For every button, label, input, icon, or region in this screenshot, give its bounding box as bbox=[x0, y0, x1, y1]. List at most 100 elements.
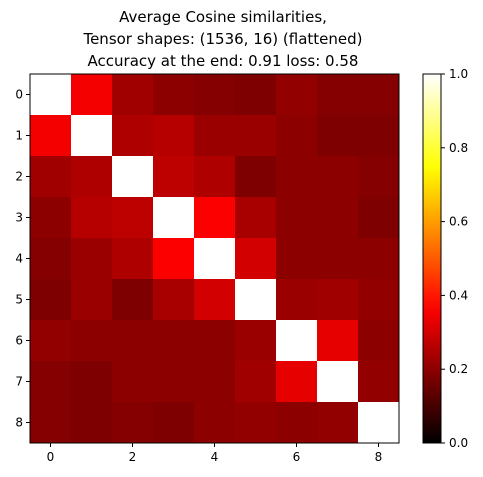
x-tick-label: 8 bbox=[375, 450, 383, 464]
heatmap-cell bbox=[194, 361, 236, 403]
y-tick-label: 7 bbox=[15, 375, 23, 389]
heatmap-cell bbox=[235, 279, 277, 321]
x-tick-label: 4 bbox=[211, 450, 219, 464]
heatmap-cell bbox=[358, 279, 400, 321]
heatmap-cell bbox=[30, 74, 72, 116]
heatmap-cell bbox=[194, 238, 236, 280]
heatmap-cell bbox=[317, 402, 359, 444]
heatmap-cell bbox=[317, 74, 359, 116]
y-tick-label: 3 bbox=[15, 211, 23, 225]
x-tick-label: 0 bbox=[47, 450, 55, 464]
x-tick-label: 2 bbox=[129, 450, 137, 464]
x-axis: 0 2 4 6 8 bbox=[47, 443, 383, 464]
heatmap-cell bbox=[276, 402, 318, 444]
heatmap-cell bbox=[317, 279, 359, 321]
heatmap-cell bbox=[112, 279, 154, 321]
heatmap-cell bbox=[153, 279, 195, 321]
heatmap-cell bbox=[71, 320, 113, 362]
y-axis: 0 1 2 3 4 5 6 7 8 bbox=[15, 88, 30, 430]
heatmap-cell bbox=[153, 361, 195, 403]
heatmap-cell bbox=[71, 74, 113, 116]
heatmap-cell bbox=[194, 320, 236, 362]
heatmap-cell bbox=[153, 238, 195, 280]
heatmap-cell bbox=[153, 320, 195, 362]
heatmap-cell bbox=[276, 197, 318, 239]
heatmap-cell bbox=[153, 156, 195, 198]
heatmap-cell bbox=[153, 197, 195, 239]
colorbar-tick-label: 1.0 bbox=[449, 67, 468, 81]
heatmap-cell bbox=[71, 156, 113, 198]
heatmap-cell bbox=[194, 402, 236, 444]
heatmap-cell bbox=[276, 279, 318, 321]
heatmap-cell bbox=[112, 115, 154, 157]
heatmap-cell bbox=[235, 238, 277, 280]
heatmap-cell bbox=[153, 115, 195, 157]
heatmap-cell bbox=[71, 238, 113, 280]
x-tick-label: 6 bbox=[293, 450, 301, 464]
heatmap-cell bbox=[358, 361, 400, 403]
heatmap-cell bbox=[194, 74, 236, 116]
heatmap-cell bbox=[30, 320, 72, 362]
heatmap-cell bbox=[153, 74, 195, 116]
heatmap-cell bbox=[317, 361, 359, 403]
title-line-2: Tensor shapes: (1536, 16) (flattened) bbox=[82, 30, 362, 48]
heatmap-cell bbox=[358, 197, 400, 239]
heatmap-cell bbox=[235, 361, 277, 403]
colorbar-axis: 0.0 0.2 0.4 0.6 0.8 1.0 bbox=[441, 67, 468, 450]
heatmap-cell bbox=[358, 156, 400, 198]
heatmap-cell bbox=[317, 197, 359, 239]
heatmap-cell bbox=[276, 156, 318, 198]
heatmap-cell bbox=[317, 115, 359, 157]
heatmap-cell bbox=[235, 402, 277, 444]
heatmap-cell bbox=[317, 320, 359, 362]
heatmap-cell bbox=[30, 156, 72, 198]
colorbar-tick-label: 0.2 bbox=[449, 362, 468, 376]
heatmap-cell bbox=[276, 320, 318, 362]
heatmap-cell bbox=[112, 156, 154, 198]
heatmap-cell bbox=[358, 115, 400, 157]
heatmap-cell bbox=[153, 402, 195, 444]
y-tick-label: 5 bbox=[15, 293, 23, 307]
heatmap-cell bbox=[30, 361, 72, 403]
heatmap-cell bbox=[71, 361, 113, 403]
heatmap-cell bbox=[317, 156, 359, 198]
title-line-3: Accuracy at the end: 0.91 loss: 0.58 bbox=[88, 52, 359, 70]
title-line-1: Average Cosine similarities, bbox=[119, 8, 327, 26]
y-tick-label: 1 bbox=[15, 129, 23, 143]
heatmap-cell bbox=[358, 238, 400, 280]
colorbar-tick-label: 0.6 bbox=[449, 215, 468, 229]
heatmap-cell bbox=[30, 402, 72, 444]
heatmap-cell bbox=[112, 197, 154, 239]
heatmap-cell bbox=[235, 197, 277, 239]
y-tick-label: 2 bbox=[15, 170, 23, 184]
heatmap-cell bbox=[194, 156, 236, 198]
heatmap-cell bbox=[194, 115, 236, 157]
heatmap-cell bbox=[235, 156, 277, 198]
heatmap-cell bbox=[317, 238, 359, 280]
heatmap-cell bbox=[30, 238, 72, 280]
y-tick-label: 8 bbox=[15, 416, 23, 430]
heatmap-cell bbox=[194, 197, 236, 239]
heatmap-cell bbox=[276, 115, 318, 157]
heatmap-cell bbox=[71, 115, 113, 157]
heatmap-cell bbox=[30, 115, 72, 157]
heatmap-cell bbox=[112, 238, 154, 280]
heatmap-cell bbox=[276, 74, 318, 116]
heatmap-cell bbox=[71, 279, 113, 321]
heatmap-cell bbox=[112, 361, 154, 403]
heatmap-cell bbox=[358, 74, 400, 116]
colorbar-tick-label: 0.0 bbox=[449, 436, 468, 450]
colorbar-tick-label: 0.8 bbox=[449, 141, 468, 155]
heatmap-cell bbox=[235, 74, 277, 116]
heatmap-cell bbox=[358, 320, 400, 362]
heatmap-cell bbox=[276, 238, 318, 280]
heatmap-cell bbox=[112, 74, 154, 116]
colorbar bbox=[422, 73, 442, 444]
heatmap-cell bbox=[112, 402, 154, 444]
heatmap-cell bbox=[71, 402, 113, 444]
heatmap-cell bbox=[30, 197, 72, 239]
y-tick-label: 0 bbox=[15, 88, 23, 102]
y-tick-label: 4 bbox=[15, 252, 23, 266]
y-tick-label: 6 bbox=[15, 334, 23, 348]
